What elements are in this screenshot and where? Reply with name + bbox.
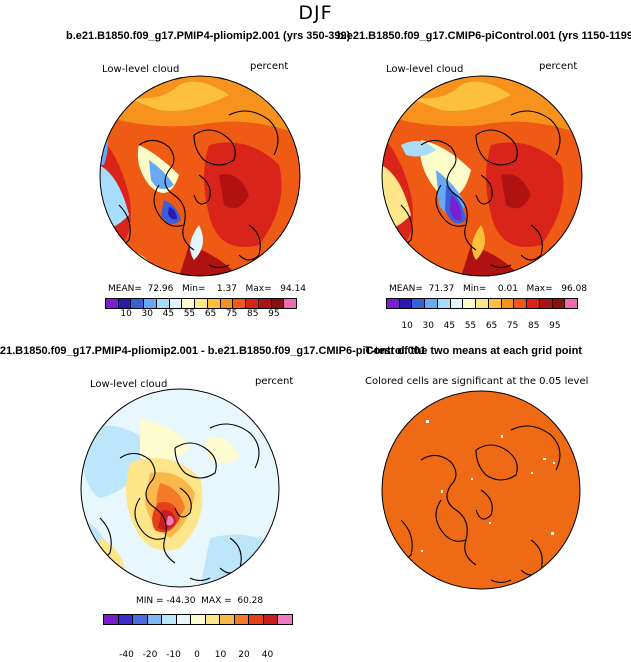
panel-2-colorbar-label: 45 — [443, 321, 456, 331]
panel-3-colorbar — [103, 614, 293, 625]
panel-1-colorbar-swatch — [284, 299, 297, 308]
panel-1-colorbar-swatch — [195, 299, 208, 308]
panel-1-colorbar-swatch — [169, 299, 183, 308]
panel-2-stats: MEAN= 71.37 Min= 0.01 Max= 96.08 — [389, 284, 588, 294]
panel-1-colorbar-swatch — [106, 299, 119, 308]
panel-3-colorbar-swatch — [133, 615, 148, 624]
panel-3-title: b.e21.B1850.f09_g17.PMIP4-pliomip2.001 -… — [0, 345, 427, 357]
panel-2-colorbar-label: 30 — [422, 321, 434, 331]
panel-2-colorbar-swatch — [527, 299, 540, 308]
panel-2-colorbar-label: 75 — [506, 321, 519, 331]
panel-3-colorbar-label: 40 — [261, 650, 274, 660]
panel-2-colorbar-labels: 10 30 45 55 65 75 85 95 — [386, 321, 576, 333]
panel-1-colorbar-label: 30 — [141, 309, 153, 319]
panel-3-colorbar-swatch — [263, 615, 279, 624]
panel-1-colorbar-label: 65 — [204, 309, 217, 319]
panel-3-colorbar-swatch — [191, 615, 206, 624]
panel-1-colorbar-label: 75 — [225, 309, 238, 319]
panel-2-colorbar-swatch — [463, 299, 477, 308]
panel-1-colorbar-label: 45 — [162, 309, 175, 319]
panel-3-colorbar-label: -40 — [119, 650, 134, 660]
panel-1-colorbar-swatch — [118, 299, 132, 308]
panel-3-colorbar-swatch — [205, 615, 221, 624]
panel-3-colorbar-swatch — [176, 615, 192, 624]
panel-2-colorbar-swatch — [565, 299, 578, 308]
panel-3-colorbar-label: -20 — [142, 650, 158, 660]
panel-1-colorbar-swatch — [246, 299, 259, 308]
panel-2-colorbar-swatch — [514, 299, 528, 308]
panel-2-colorbar-swatch — [501, 299, 515, 308]
panel-3-colorbar-swatch — [162, 615, 177, 624]
panel-2-colorbar-swatch — [476, 299, 489, 308]
panel-2-colorbar-label: 10 — [401, 321, 413, 331]
panel-2-colorbar-label: 55 — [464, 321, 477, 331]
panel-2-units-label: percent — [539, 61, 578, 72]
panel-2-colorbar-swatch — [488, 299, 502, 308]
panel-3-colorbar-label: -10 — [166, 650, 181, 660]
panel-1-units-label: percent — [250, 61, 289, 72]
panel-1-colorbar-swatch — [258, 299, 272, 308]
panel-1-polar-map — [99, 75, 301, 277]
panel-2-polar-map — [381, 75, 583, 277]
panel-2-colorbar-swatch — [387, 299, 400, 308]
panel-2-colorbar-swatch — [450, 299, 464, 308]
panel-4-polar-map — [381, 390, 581, 590]
panel-1-variable-label: Low-level cloud — [102, 64, 180, 75]
panel-3-variable-label: Low-level cloud — [90, 379, 168, 390]
panel-1-colorbar-swatch — [233, 299, 247, 308]
panel-3-colorbar-swatch — [118, 615, 134, 624]
panel-2-colorbar-swatch — [399, 299, 413, 308]
panel-1-colorbar — [105, 298, 297, 309]
panel-3-colorbar-swatch — [278, 615, 292, 624]
panel-3-stats: MIN = -44.30 MAX = 60.28 — [136, 596, 264, 606]
panel-1-colorbar-swatch — [220, 299, 234, 308]
panel-1-colorbar-swatch — [144, 299, 157, 308]
panel-3-colorbar-swatch — [104, 615, 119, 624]
panel-4-title: T-test of the two means at each grid poi… — [365, 345, 582, 357]
panel-2-colorbar-swatch — [552, 299, 566, 308]
panel-2-colorbar-label: 85 — [528, 321, 540, 331]
panel-3-colorbar-swatch — [234, 615, 250, 624]
panel-1-colorbar-label: 55 — [183, 309, 196, 319]
panel-2-colorbar-swatch — [425, 299, 438, 308]
panel-3-polar-map — [80, 388, 280, 588]
panel-3-colorbar-swatch — [249, 615, 264, 624]
panel-2-colorbar — [386, 298, 578, 309]
panel-1-colorbar-label: 95 — [268, 309, 280, 319]
panel-3-colorbar-label: 20 — [238, 650, 250, 660]
panel-2-colorbar-swatch — [539, 299, 553, 308]
panel-1-colorbar-label: 10 — [120, 309, 132, 319]
panel-1-colorbar-swatch — [156, 299, 170, 308]
panel-4-subtitle: Colored cells are significant at the 0.0… — [365, 376, 589, 387]
figure-title: DJF — [298, 2, 333, 24]
panel-1-colorbar-swatch — [182, 299, 196, 308]
panel-1-colorbar-swatch — [271, 299, 285, 308]
panel-3-colorbar-label: 0 — [194, 650, 200, 660]
panel-2-colorbar-swatch — [437, 299, 451, 308]
panel-3-colorbar-swatch — [147, 615, 163, 624]
panel-1-colorbar-swatch — [207, 299, 221, 308]
panel-3-colorbar-label: 10 — [214, 650, 227, 660]
panel-2-variable-label: Low-level cloud — [386, 64, 464, 75]
panel-2-colorbar-label: 65 — [485, 321, 498, 331]
panel-1-colorbar-label: 85 — [247, 309, 259, 319]
panel-1-colorbar-labels: 10 30 45 55 65 75 85 95 — [105, 309, 295, 321]
panel-1-title: b.e21.B1850.f09_g17.PMIP4-pliomip2.001 (… — [66, 30, 351, 42]
panel-3-colorbar-swatch — [220, 615, 235, 624]
panel-2-title: b.e21.B1850.f09_g17.CMIP6-piControl.001 … — [337, 30, 631, 42]
panel-1-colorbar-swatch — [131, 299, 145, 308]
panel-3-colorbar-labels: -40 -20 -10 0 10 20 40 — [103, 650, 291, 662]
panel-2-colorbar-swatch — [412, 299, 426, 308]
panel-3-units-label: percent — [255, 376, 294, 387]
panel-1-stats: MEAN= 72.96 Min= 1.37 Max= 94.14 — [108, 284, 307, 294]
panel-2-colorbar-label: 95 — [549, 321, 561, 331]
